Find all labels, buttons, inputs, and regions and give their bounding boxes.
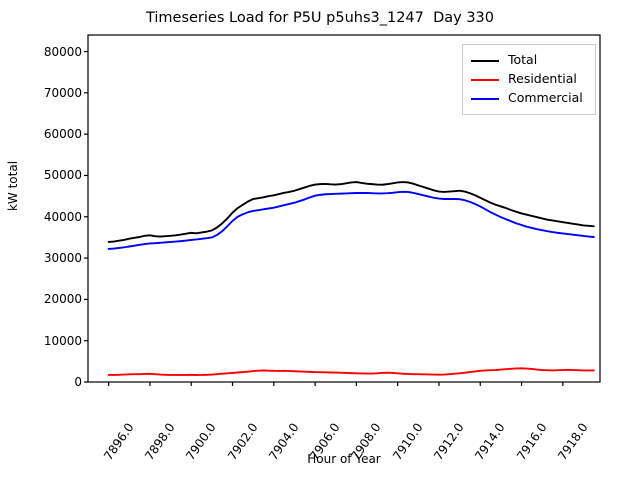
legend-swatch-total xyxy=(471,59,499,62)
legend-item-total[interactable]: Total xyxy=(471,51,587,70)
legend-item-commercial[interactable]: Commercial xyxy=(471,89,587,108)
series-line-commercial xyxy=(107,190,595,250)
y-tick-label: 20000 xyxy=(43,292,82,307)
legend-label-residential: Residential xyxy=(508,71,577,87)
series-line-total xyxy=(107,181,595,243)
chart-title: Timeseries Load for P5U p5uhs3_1247 Day … xyxy=(145,10,495,26)
y-tick-label: 70000 xyxy=(43,85,82,100)
y-tick-label: 80000 xyxy=(43,44,82,59)
y-tick-label: 0 xyxy=(74,375,82,389)
legend-swatch-residential xyxy=(471,78,499,81)
legend-label-commercial: Commercial xyxy=(508,90,583,106)
axes-frame xyxy=(87,34,601,383)
y-tick-label: 30000 xyxy=(43,251,82,266)
x-axis-label: Hour of Year xyxy=(307,452,381,466)
legend-item-residential[interactable]: Residential xyxy=(471,70,587,89)
axis-ticks xyxy=(84,50,564,386)
data-lines xyxy=(107,181,595,377)
legend-swatch-commercial xyxy=(471,97,499,100)
y-tick-label: 10000 xyxy=(43,333,82,348)
y-tick-label: 40000 xyxy=(43,209,82,224)
legend-label-total: Total xyxy=(508,52,538,68)
y-tick-label: 60000 xyxy=(43,127,82,142)
chart-legend: Total Residential Commercial xyxy=(462,44,596,115)
y-tick-label: 50000 xyxy=(43,168,82,183)
series-line-residential xyxy=(107,367,595,377)
